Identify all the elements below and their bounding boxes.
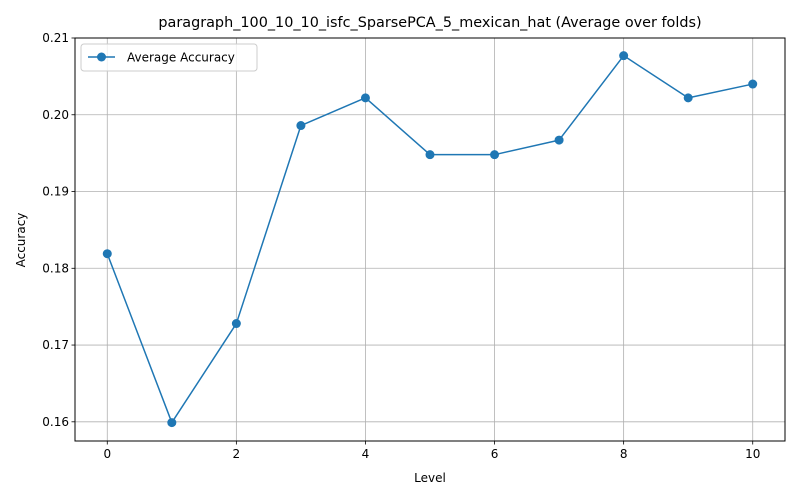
data-point [102, 249, 112, 259]
data-point [619, 51, 629, 61]
y-tick-label: 0.17 [42, 338, 69, 352]
series-line [106, 54, 753, 424]
data-point [360, 93, 370, 103]
y-axis-label: Accuracy [14, 213, 28, 268]
y-tick-label: 0.21 [42, 31, 69, 45]
x-tick-label: 2 [233, 447, 241, 461]
data-point [167, 418, 177, 428]
legend: Average Accuracy [80, 43, 258, 72]
y-tick-label: 0.19 [42, 185, 69, 199]
grid [75, 37, 785, 441]
data-point [425, 150, 435, 160]
y-tick-label: 0.18 [42, 261, 69, 275]
x-tick-label: 6 [491, 447, 499, 461]
data-point [554, 135, 564, 145]
x-tick-label: 4 [362, 447, 370, 461]
data-point [296, 121, 306, 131]
chart-title: paragraph_100_10_10_isfc_SparsePCA_5_mex… [158, 15, 701, 31]
data-point [683, 93, 693, 103]
y-tick-label: 0.16 [42, 415, 69, 429]
data-point [490, 150, 500, 160]
series-layer [102, 51, 758, 428]
x-axis-ticks: 0 2 4 6 8 10 [103, 441, 760, 461]
data-point [748, 79, 758, 89]
x-tick-label: 0 [103, 447, 111, 461]
x-tick-label: 10 [745, 447, 760, 461]
legend-label: Average Accuracy [127, 51, 235, 65]
y-tick-label: 0.20 [42, 108, 69, 122]
x-tick-label: 8 [620, 447, 628, 461]
x-axis-label: Level [414, 471, 446, 485]
data-point [231, 319, 241, 329]
y-axis-ticks: 0.16 0.17 0.18 0.19 0.20 0.21 [42, 31, 75, 429]
plot-frame [74, 37, 786, 442]
legend-marker-swatch [97, 52, 106, 62]
legend-box [80, 43, 258, 72]
